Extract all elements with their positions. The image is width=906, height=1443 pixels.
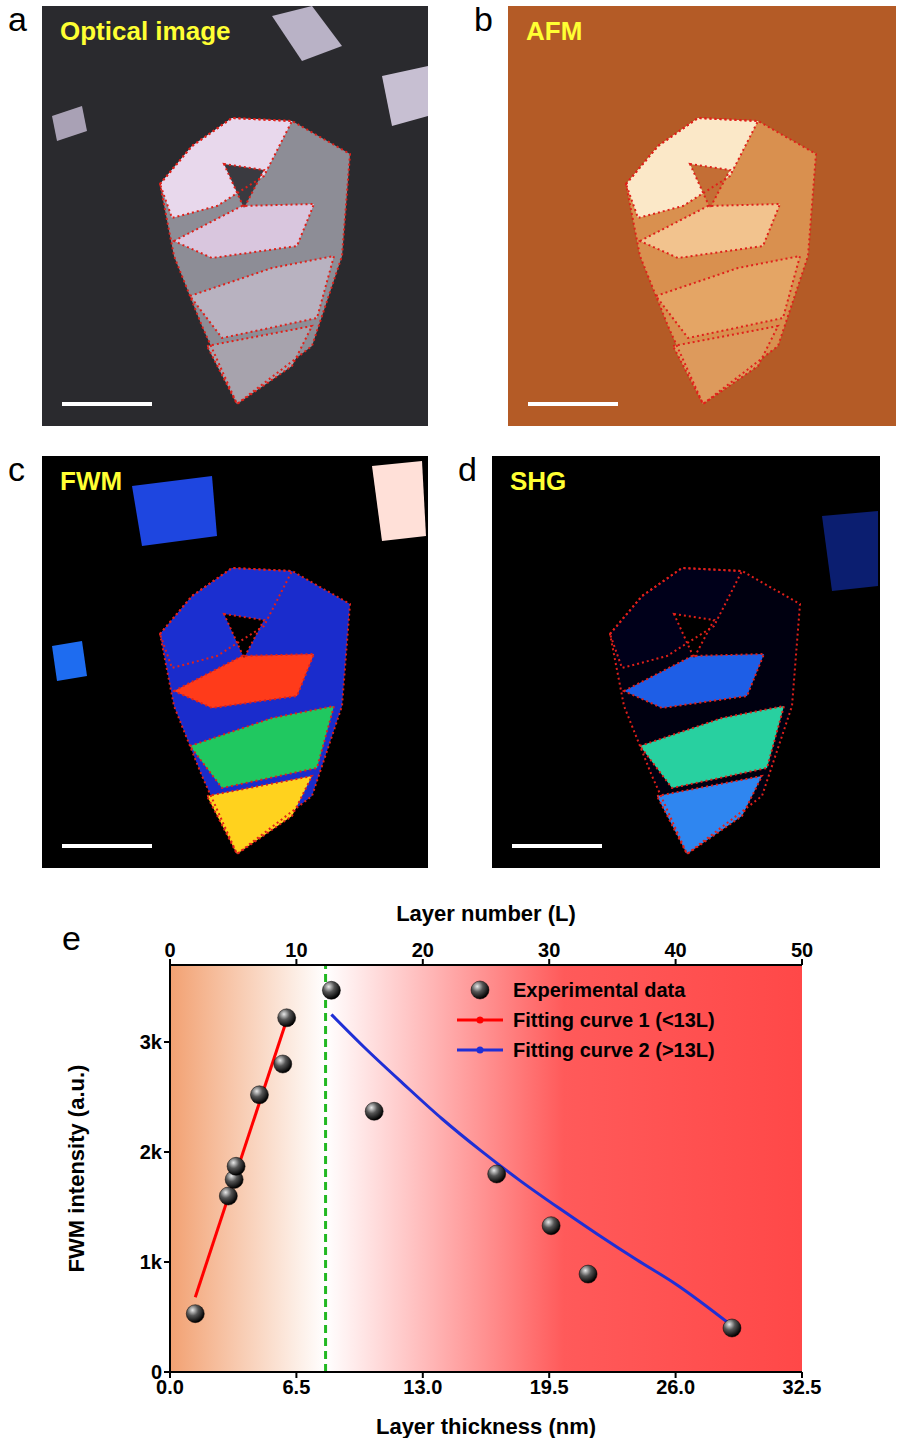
html-text:a: a — [8, 0, 27, 38]
svg-text:0: 0 — [164, 939, 175, 961]
svg-text:FWM: FWM — [60, 466, 122, 496]
svg-text:SHG: SHG — [510, 466, 566, 496]
svg-text:Layer thickness (nm): Layer thickness (nm) — [376, 1414, 596, 1438]
svg-text:3k: 3k — [140, 1031, 163, 1053]
html-text:Experimental data: Experimental data — [513, 978, 686, 1001]
svg-text:1k: 1k — [140, 1251, 163, 1273]
html-text:c: c — [8, 450, 25, 488]
svg-text:0: 0 — [151, 1361, 162, 1383]
svg-text:Layer number (L): Layer number (L) — [396, 901, 576, 926]
svg-text:Optical image: Optical image — [60, 16, 231, 46]
html-text:d: d — [458, 450, 477, 488]
svg-text:13.0: 13.0 — [403, 1376, 442, 1398]
html-text:e: e — [62, 919, 81, 957]
html-text:Fitting curve 2 (>13L): Fitting curve 2 (>13L) — [513, 1038, 715, 1061]
svg-text:30: 30 — [538, 939, 560, 961]
svg-text:19.5: 19.5 — [530, 1376, 569, 1398]
html-text:Fitting curve 1 (<13L): Fitting curve 1 (<13L) — [513, 1008, 715, 1031]
svg-text:FWM intensity (a.u.): FWM intensity (a.u.) — [64, 1065, 89, 1273]
svg-text:26.0: 26.0 — [656, 1376, 695, 1398]
svg-text:20: 20 — [412, 939, 434, 961]
svg-text:0.0: 0.0 — [156, 1376, 184, 1399]
svg-text:50: 50 — [791, 939, 813, 961]
html-text:b: b — [474, 0, 493, 38]
svg-text:AFM: AFM — [526, 16, 582, 46]
svg-text:10: 10 — [285, 939, 307, 961]
svg-text:32.5: 32.5 — [783, 1376, 822, 1398]
svg-text:6.5: 6.5 — [282, 1376, 310, 1398]
svg-text:40: 40 — [664, 939, 686, 961]
svg-text:2k: 2k — [140, 1141, 163, 1163]
